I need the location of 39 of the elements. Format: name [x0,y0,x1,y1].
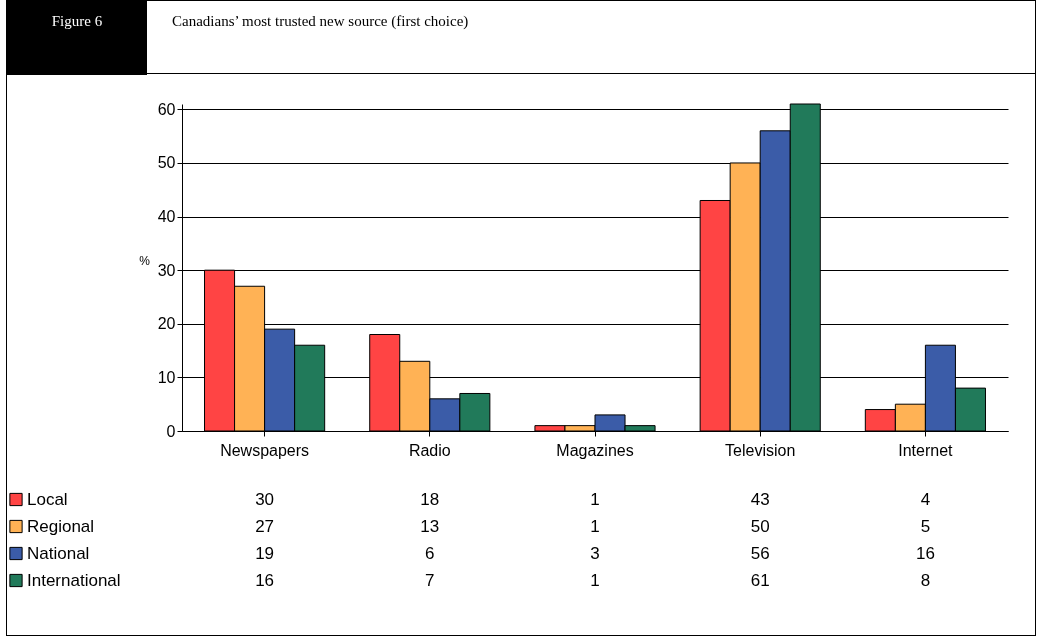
caption: Figure 6 [7,1,147,75]
data-label: 30 [255,489,275,509]
x-tick-label: Magazines [556,441,634,459]
data-label: 61 [750,570,770,590]
y-axis-title: % [139,254,151,268]
data-label: 19 [255,543,275,563]
data-label: 1 [590,570,600,590]
y-tick-label: 10 [157,368,176,386]
x-tick-label: Newspapers [220,441,310,459]
data-label: 6 [425,543,435,563]
legend-label: International [27,570,121,590]
y-tick-label: 20 [157,315,176,333]
x-tick-label: Television [725,441,796,459]
y-tick-label: 60 [157,100,176,118]
data-label: 16 [255,570,275,590]
data-label: 50 [750,516,770,536]
y-tick-label: 40 [157,208,176,226]
data-label: 56 [750,543,770,563]
x-tick-label: Internet [898,441,954,459]
y-tick-label: 30 [157,261,176,279]
data-label: 3 [590,543,600,563]
data-label: 5 [920,516,931,536]
y-tick-label: 0 [166,422,176,440]
legend-label: Local [27,489,68,509]
data-label: 13 [420,516,440,536]
y-tick-label: 50 [157,154,176,172]
legend-label: National [27,543,90,563]
data-label: 1 [590,516,600,536]
data-label: 4 [920,489,931,509]
data-label: 16 [915,543,935,563]
data-label: 43 [750,489,770,509]
x-tick-label: Radio [408,441,451,459]
legend-label: Regional [27,516,95,536]
data-label: 1 [590,489,600,509]
chart-title: Canadians’ most trusted new source (first choice) [172,12,469,31]
data-label: 8 [920,570,931,590]
data-label: 7 [425,570,435,590]
data-label: 27 [255,516,275,536]
data-label: 18 [420,489,440,509]
